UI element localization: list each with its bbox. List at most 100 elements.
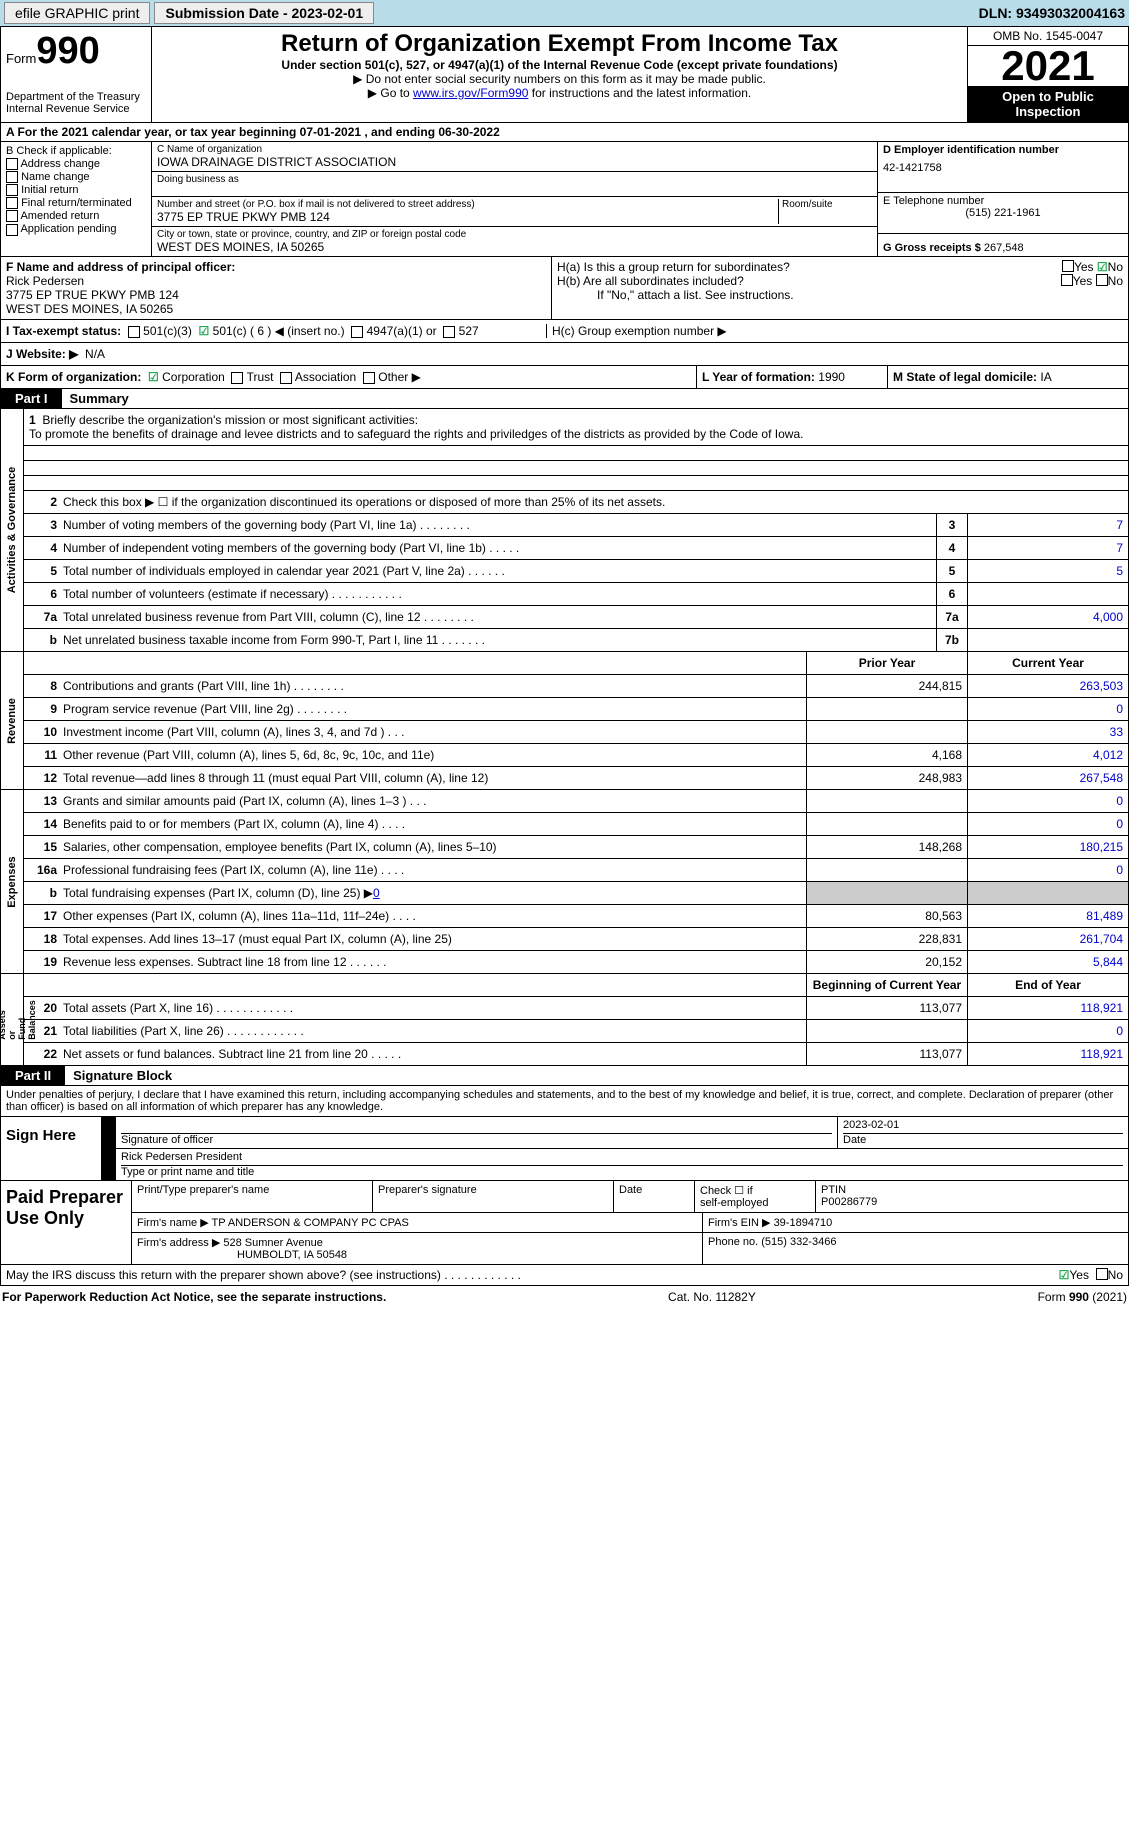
r21p [806,1020,967,1042]
r8p: 244,815 [806,675,967,697]
chk-address-lbl: Address change [20,158,100,170]
r8c: 263,503 [967,675,1128,697]
r21c: 0 [967,1020,1128,1042]
ha-yes-lbl: Yes [1074,260,1094,274]
r13p [806,790,967,812]
chk-name[interactable] [6,171,18,183]
r16b-pre: Total fundraising expenses (Part IX, col… [63,886,373,900]
r17: Other expenses (Part IX, column (A), lin… [60,905,806,927]
k-other[interactable] [363,372,375,384]
k-trust[interactable] [231,372,243,384]
part2-header: Part II Signature Block [0,1066,1129,1086]
r20p: 113,077 [806,997,967,1019]
e-val: (515) 221-1961 [883,207,1123,219]
l-lbl: L Year of formation: [702,370,815,384]
phone-lbl: Phone no. [708,1236,758,1248]
r14p [806,813,967,835]
c-street-lbl: Number and street (or P.O. box if mail i… [157,199,778,210]
ha-yes[interactable] [1062,260,1074,272]
r1-lbl: Briefly describe the organization's miss… [42,413,418,427]
r19p: 20,152 [806,951,967,973]
ptin-lbl: PTIN [821,1184,846,1196]
k-assoc[interactable] [280,372,292,384]
sig-date-lbl: Date [843,1134,1123,1146]
discuss-row: May the IRS discuss this return with the… [0,1265,1129,1286]
r5: Total number of individuals employed in … [60,560,936,582]
l-val: 1990 [818,370,845,384]
k-assoc-lbl: Association [295,370,356,384]
chk-initial-lbl: Initial return [21,184,78,196]
sig-date-val: 2023-02-01 [843,1119,1123,1134]
arrow-icon [102,1149,116,1180]
r10c: 33 [967,721,1128,743]
m-lbl: M State of legal domicile: [893,370,1037,384]
chk-amended[interactable] [6,210,18,222]
r22c: 118,921 [967,1043,1128,1065]
i-o2: 501(c) ( 6 ) ◀ (insert no.) [213,324,345,338]
top-bar: efile GRAPHIC print Submission Date - 20… [0,0,1129,26]
r2: Check this box ▶ ☐ if the organization d… [60,491,1128,513]
k-corp: Corporation [162,370,225,384]
d-lbl: D Employer identification number [883,144,1123,156]
r5-val: 5 [967,560,1128,582]
prior-hdr: Prior Year [806,652,967,674]
hb-note: If "No," attach a list. See instructions… [557,288,1123,302]
r19c: 5,844 [967,951,1128,973]
r9: Program service revenue (Part VIII, line… [60,698,806,720]
r15p: 148,268 [806,836,967,858]
f-addr2: WEST DES MOINES, IA 50265 [6,302,546,316]
discuss-no: No [1108,1268,1123,1282]
i-501c3[interactable] [128,326,140,338]
chk-pending[interactable] [6,224,18,236]
chk-name-lbl: Name change [21,171,90,183]
chk-final[interactable] [6,197,18,209]
tax-year: 2021 [968,46,1128,86]
firm-lbl: Firm's name ▶ [137,1217,209,1229]
i-o1: 501(c)(3) [143,324,192,338]
section-fh: F Name and address of principal officer:… [0,257,1129,320]
hb-yes-lbl: Yes [1073,274,1093,288]
d-val: 42-1421758 [883,162,1123,174]
g-val: 267,548 [984,242,1024,254]
inspection-label: Open to Public Inspection [968,86,1128,122]
revenue-block: Revenue Prior YearCurrent Year 8Contribu… [0,652,1129,790]
r4-val: 7 [967,537,1128,559]
chk-address[interactable] [6,158,18,170]
r17p: 80,563 [806,905,967,927]
hb-no[interactable] [1096,274,1108,286]
hb-no-lbl: No [1108,274,1123,288]
part1-lbl: Part I [1,389,62,408]
discuss-text: May the IRS discuss this return with the… [6,1268,1059,1282]
k-trust-lbl: Trust [247,370,274,384]
r8: Contributions and grants (Part VIII, lin… [60,675,806,697]
r14c: 0 [967,813,1128,835]
chk-final-lbl: Final return/terminated [21,197,132,209]
phone-val: (515) 332-3466 [761,1236,836,1248]
print-button[interactable]: efile GRAPHIC print [4,2,150,24]
i-o3: 4947(a)(1) or [367,324,437,338]
form-note1: ▶ Do not enter social security numbers o… [155,72,964,86]
prep-h4: Check ☐ if [700,1185,753,1197]
r10: Investment income (Part VIII, column (A)… [60,721,806,743]
i-527[interactable] [443,326,455,338]
footer: For Paperwork Reduction Act Notice, see … [0,1286,1129,1308]
c-room-lbl: Room/suite [782,199,872,210]
r18: Total expenses. Add lines 13–17 (must eq… [60,928,806,950]
r4: Number of independent voting members of … [60,537,936,559]
chk-pending-lbl: Application pending [20,223,116,235]
r19: Revenue less expenses. Subtract line 18 … [60,951,806,973]
discuss-no-chk[interactable] [1096,1268,1108,1280]
r6: Total number of volunteers (estimate if … [60,583,936,605]
r3: Number of voting members of the governin… [60,514,936,536]
j-lbl: J Website: ▶ [6,347,78,361]
chk-initial[interactable] [6,184,18,196]
form-title: Return of Organization Exempt From Incom… [155,30,964,58]
expenses-block: Expenses 13Grants and similar amounts pa… [0,790,1129,974]
r16b: Total fundraising expenses (Part IX, col… [60,882,806,904]
hb-yes[interactable] [1061,274,1073,286]
preparer-lbl: Paid Preparer Use Only [1,1181,131,1264]
irs-link[interactable]: www.irs.gov/Form990 [413,86,528,100]
chk-amended-lbl: Amended return [20,210,99,222]
r12: Total revenue—add lines 8 through 11 (mu… [60,767,806,789]
i-4947[interactable] [351,326,363,338]
